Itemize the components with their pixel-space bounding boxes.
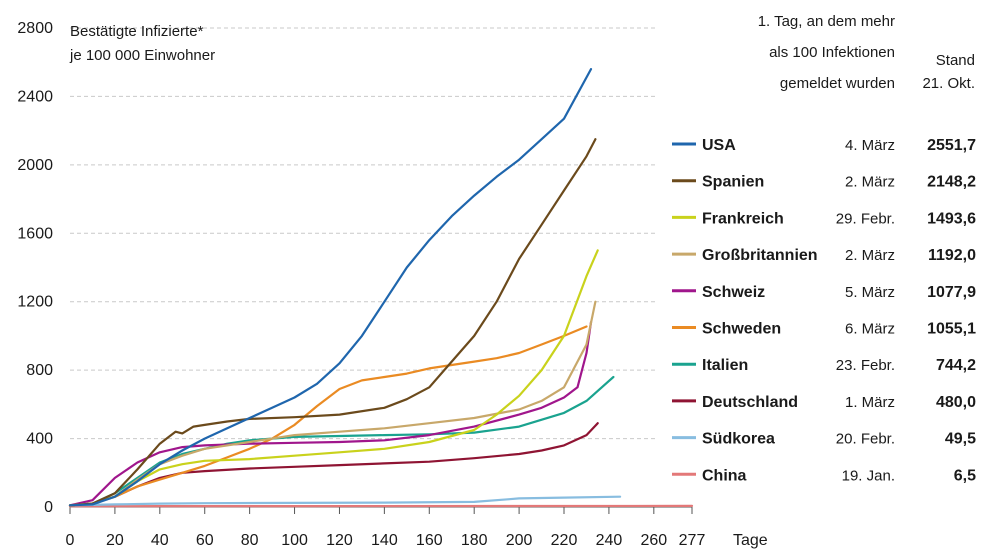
x-tick-label: 20	[106, 532, 124, 549]
legend-country: Italien	[702, 357, 748, 374]
legend-value: 49,5	[945, 431, 976, 448]
x-tick-label: 200	[506, 532, 533, 549]
x-axis-label: Tage	[733, 532, 768, 549]
first-day-header-line-2: als 100 Infektionen	[769, 44, 895, 61]
legend-country: USA	[702, 137, 736, 154]
legend-first-day: 29. Febr.	[836, 210, 895, 227]
legend-first-day: 2. März	[845, 174, 895, 191]
y-tick-label: 800	[26, 362, 53, 379]
y-tick-label: 2400	[17, 88, 53, 105]
y-axis-label-line-2: je 100 000 Einwohner	[69, 47, 215, 64]
y-tick-label: 0	[44, 499, 53, 516]
legend-country: Deutschland	[702, 394, 798, 411]
legend-value: 744,2	[936, 357, 976, 374]
x-tick-label: 240	[596, 532, 623, 549]
legend-country: Spanien	[702, 174, 764, 191]
series-line-südkorea	[68, 495, 622, 507]
first-day-header-line-1: 1. Tag, an dem mehr	[758, 13, 895, 30]
y-axis-ticks: 0 400 800 1200 1600 2000 2400 2800	[17, 20, 53, 516]
series-lines	[68, 68, 694, 508]
x-tick-label: 40	[151, 532, 169, 549]
legend-first-day: 6. März	[845, 321, 895, 338]
x-tick-label: 60	[196, 532, 214, 549]
x-tick-label: 0	[66, 532, 75, 549]
x-tick-label: 80	[241, 532, 259, 549]
legend-first-day: 23. Febr.	[836, 357, 895, 374]
legend-country: Frankreich	[702, 210, 784, 227]
stand-header-line-1: Stand	[936, 52, 975, 69]
legend-value: 6,5	[954, 467, 976, 484]
x-tick-label: 277	[679, 532, 706, 549]
legend-value: 1493,6	[927, 210, 976, 227]
legend-country: Schweiz	[702, 284, 765, 301]
legend-first-day: 4. März	[845, 137, 895, 154]
series-line-spanien	[68, 138, 597, 507]
legend-first-day: 20. Febr.	[836, 431, 895, 448]
legend-first-day: 19. Jan.	[842, 467, 895, 484]
legend-first-day: 2. März	[845, 247, 895, 264]
y-tick-label: 1600	[17, 225, 53, 242]
grid-lines	[70, 27, 655, 440]
x-tick-label: 180	[461, 532, 488, 549]
series-line-frankreich	[68, 249, 599, 507]
series-line-usa	[68, 68, 593, 507]
y-tick-label: 400	[26, 431, 53, 448]
series-line-großbritannien	[68, 300, 597, 507]
series-line-schweden	[68, 325, 588, 507]
stand-header-line-2: 21. Okt.	[922, 75, 975, 92]
first-day-header-line-3: gemeldet wurden	[780, 75, 895, 92]
x-tick-label: 220	[551, 532, 578, 549]
x-axis-ticks: 0 20 40 60 80 100 120 140 160 180 200 220 240 260 277	[66, 506, 706, 549]
legend-value: 1192,0	[928, 247, 976, 264]
legend-country: Schweden	[702, 321, 781, 338]
series-line-schweiz	[68, 321, 593, 507]
legend-value: 2148,2	[927, 174, 976, 191]
y-tick-label: 2000	[17, 157, 53, 174]
x-tick-label: 140	[371, 532, 398, 549]
x-tick-label: 160	[416, 532, 443, 549]
y-tick-label: 1200	[17, 294, 53, 311]
legend-value: 2551,7	[927, 137, 976, 154]
x-tick-label: 120	[326, 532, 353, 549]
legend-value: 480,0	[936, 394, 976, 411]
x-tick-label: 100	[281, 532, 308, 549]
legend-value: 1077,9	[927, 284, 976, 301]
y-axis-label-line-1: Bestätigte Infizierte*	[70, 23, 204, 40]
legend-first-day: 1. März	[845, 394, 895, 411]
legend-value: 1055,1	[927, 321, 976, 338]
y-tick-label: 2800	[17, 20, 53, 37]
legend-first-day: 5. März	[845, 284, 895, 301]
x-tick-label: 260	[640, 532, 667, 549]
legend-country: Südkorea	[702, 431, 775, 448]
legend-country: China	[702, 467, 747, 484]
legend-country: Großbritannien	[702, 247, 818, 264]
legend: USA 4. März 2551,7 Spanien 2. März 2148,2 Fran…	[672, 137, 976, 484]
